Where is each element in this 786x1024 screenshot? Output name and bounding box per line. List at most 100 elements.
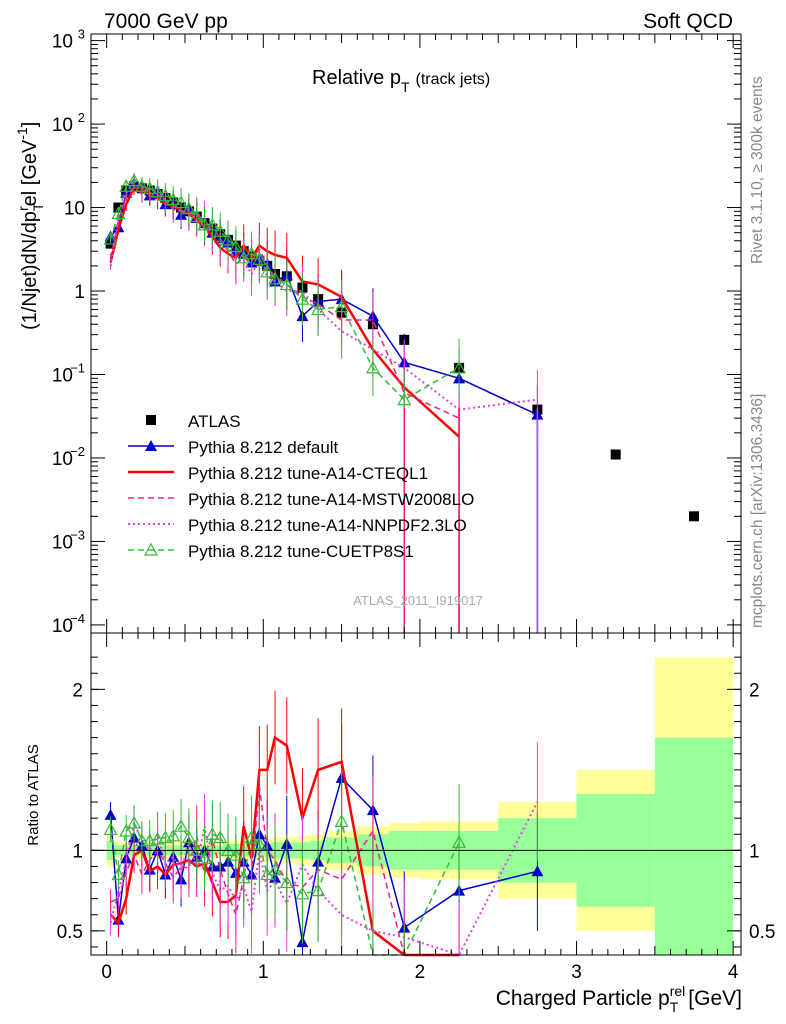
ratio-point [197, 851, 212, 865]
ratio-point [205, 826, 220, 840]
x-tick-label: 3 [571, 962, 582, 983]
x-label-sup: rel [670, 983, 686, 999]
ratio-point [174, 818, 189, 832]
ratio-line [109, 801, 539, 957]
watermark: ATLAS_2011_I919017 [353, 593, 483, 608]
ratio-point [334, 814, 349, 827]
rivet-label: Rivet 3.1.10, ≥ 300k events [749, 76, 766, 264]
legend-label: ATLAS [188, 412, 241, 431]
header-left: 7000 GeV pp [104, 10, 228, 33]
ratio-point [244, 830, 259, 844]
y-tick-label: 10 [64, 199, 85, 220]
legend-label: Pythia 8.212 tune-A14-MSTW2008LO [188, 490, 474, 509]
data-point [260, 264, 275, 278]
ratio-point [279, 875, 294, 889]
data-point [295, 291, 310, 305]
data-point [397, 392, 412, 406]
ratio-y-tick-label-right: 2 [749, 680, 760, 701]
data-point [127, 173, 142, 187]
x-label-main: Charged Particle p [496, 987, 670, 1010]
data-point [134, 178, 149, 192]
data-point [142, 181, 157, 194]
x-tick-label: 0 [101, 962, 112, 983]
ratio-point [127, 815, 142, 829]
y-tick-label: 10 [52, 365, 73, 386]
main-plot-area [91, 34, 741, 633]
svg-text:(1/Njet)dN/dpTrel [GeV-1]: (1/Njet)dN/dpTrel [GeV-1] [14, 122, 46, 330]
ratio-point [134, 833, 149, 847]
data-point [103, 231, 118, 245]
ratio-point [531, 865, 544, 877]
y-tick-exponent: −2 [70, 444, 85, 459]
ratio-point [213, 830, 228, 844]
data-point [174, 195, 189, 209]
y-tick-exponent: −3 [70, 527, 85, 542]
legend-marker [145, 440, 157, 451]
y-tick-label: 10 [52, 532, 73, 553]
data-point [689, 511, 700, 522]
data-point [268, 271, 283, 285]
legend-entry-1: Pythia 8.212 default [128, 438, 339, 457]
ratio-point [181, 830, 196, 844]
series-5 [103, 172, 467, 429]
chart-title: Relative pT (track jets) [312, 67, 490, 95]
legend-entry-0: ATLAS [146, 412, 241, 431]
y-tick-label: 10 [52, 616, 73, 637]
ratio-point [111, 867, 126, 881]
ratio-point [166, 828, 181, 842]
ratio-point [158, 830, 173, 844]
data-point [166, 192, 181, 206]
data-point [221, 232, 236, 246]
ratio-y-tick-label-right: 0.5 [749, 922, 775, 943]
main-background [91, 34, 741, 633]
ratio-point [142, 833, 157, 847]
legend-label: Pythia 8.212 tune-A14-CTEQL1 [188, 464, 428, 483]
data-point [279, 277, 294, 291]
y-tick-exponent: −4 [70, 611, 85, 626]
ratio-frame [90, 632, 742, 956]
y-tick-label: 10 [52, 32, 73, 53]
ratio-y-tick-label: 1 [72, 841, 83, 862]
x-label-sub: T [670, 999, 679, 1015]
data-point [252, 252, 267, 265]
y-tick-exponent: −1 [70, 360, 85, 375]
source-label: mcplots.cern.ch [arXiv:1306.3436] [749, 394, 766, 628]
y-tick-label: 10 [52, 449, 73, 470]
data-point [334, 299, 349, 313]
ratio-point [452, 835, 467, 848]
title-sub: T [401, 79, 410, 95]
ratio-point [119, 823, 134, 837]
ratio-point [104, 808, 117, 820]
ratio-point [236, 870, 251, 884]
main-y-axis-label: (1/Njet)dN/dpTrel [GeV-1] [14, 122, 46, 330]
data-point [111, 206, 126, 220]
title-main: Relative p [312, 67, 401, 89]
legend-label: Pythia 8.212 tune-CUETP8S1 [188, 542, 414, 561]
green-band [654, 737, 734, 955]
title-suffix: (track jets) [416, 71, 491, 88]
y-tick-exponent: 2 [78, 110, 85, 125]
ratio-point [150, 831, 165, 845]
ratio-point [260, 867, 275, 881]
data-point [228, 239, 243, 253]
legend-label: Pythia 8.212 tune-A14-NNPDF2.3LO [188, 516, 467, 535]
data-point [311, 302, 326, 316]
data-point [158, 188, 173, 201]
legend-entry-2: Pythia 8.212 tune-A14-CTEQL1 [128, 464, 428, 483]
data-point [205, 217, 220, 231]
y-tick-label: 1 [74, 282, 85, 303]
ratio-y-tick-label: 0.5 [57, 922, 83, 943]
main-series-group [103, 172, 700, 633]
data-point [189, 209, 204, 223]
data-point [244, 246, 259, 260]
legend-marker [146, 415, 156, 425]
ratio-y-tick-label: 2 [72, 680, 83, 701]
legend-entry-4: Pythia 8.212 tune-A14-NNPDF2.3LO [128, 516, 467, 535]
y-tick-label: 10 [52, 115, 73, 136]
ratio-axes: 0.5 0.5 1 1 2 2 0 1 2 3 4 [57, 632, 775, 983]
ratio-y-tick-label-right: 1 [749, 841, 760, 862]
ratio-y-axis-label: Ratio to ATLAS [25, 744, 42, 845]
header-right: Soft QCD [643, 10, 733, 33]
data-point [365, 360, 380, 374]
